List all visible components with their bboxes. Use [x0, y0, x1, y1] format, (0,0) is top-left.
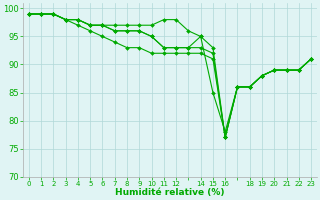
X-axis label: Humidité relative (%): Humidité relative (%)	[115, 188, 225, 197]
